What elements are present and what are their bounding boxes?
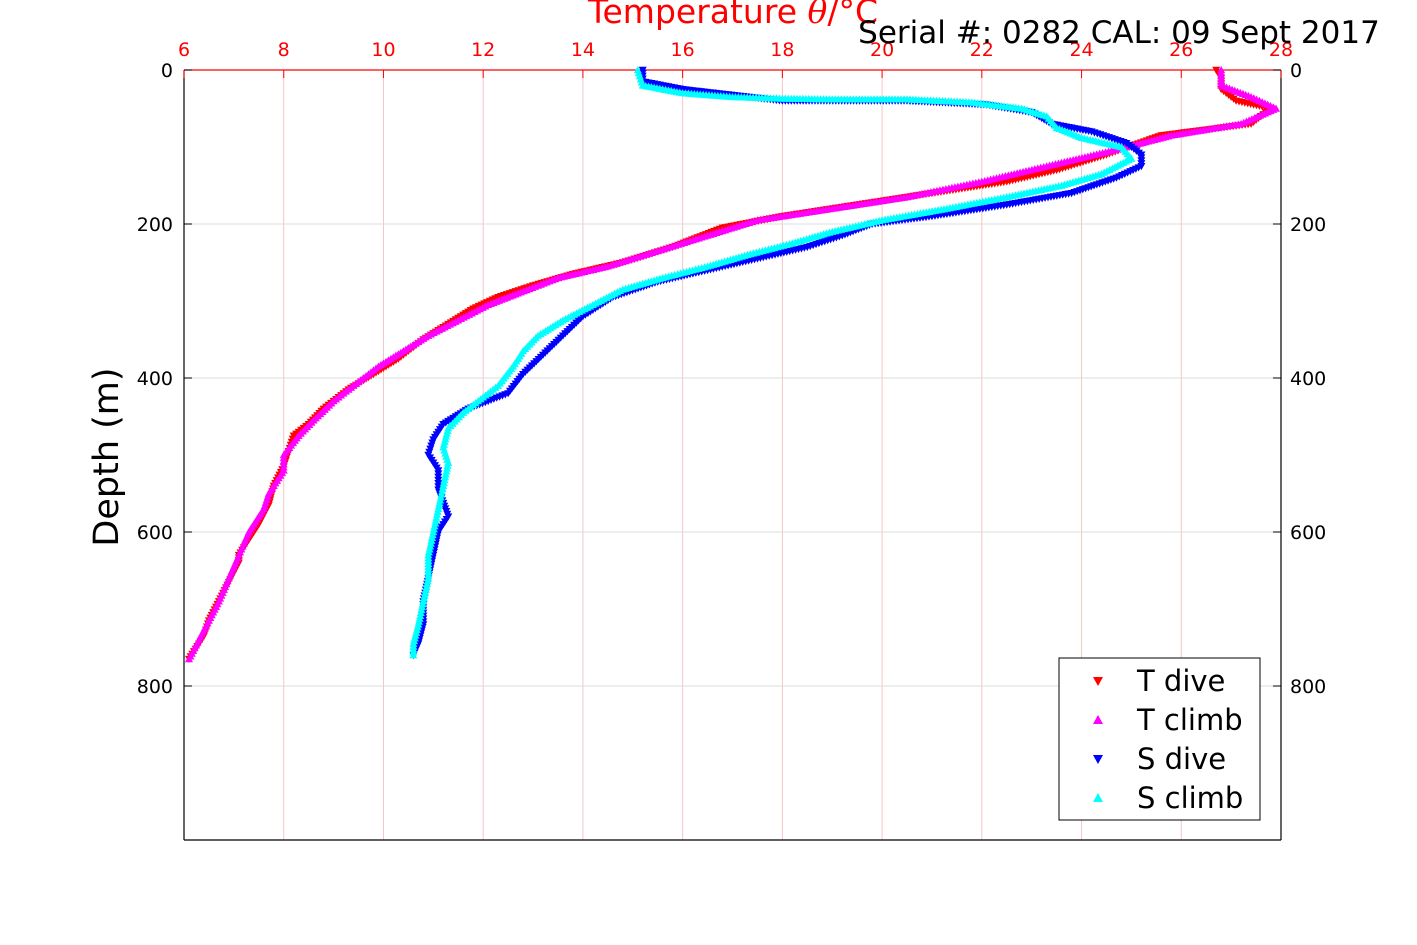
data-point <box>184 655 193 663</box>
y-tick-label-left: 400 <box>137 368 173 390</box>
y-tick-label-left: 0 <box>161 60 173 82</box>
x-tick-label: 22 <box>970 39 994 61</box>
legend-label: S climb <box>1137 781 1243 815</box>
x-tick-label: 28 <box>1269 39 1293 61</box>
x-axis-title: Temperature θ/°C <box>587 0 878 31</box>
x-tick-label: 24 <box>1069 39 1093 61</box>
legend-marker <box>1093 677 1103 686</box>
x-tick-label: 12 <box>471 39 495 61</box>
y-tick-label-right: 400 <box>1290 368 1326 390</box>
x-tick-label: 20 <box>870 39 894 61</box>
x-title-theta: θ <box>807 0 827 31</box>
y-tick-label-right: 800 <box>1290 676 1326 698</box>
y-tick-label-right: 200 <box>1290 214 1326 236</box>
x-tick-label: 10 <box>371 39 395 61</box>
legend-label: S dive <box>1137 742 1226 776</box>
x-tick-label: 14 <box>571 39 595 61</box>
x-tick-label: 8 <box>278 39 290 61</box>
x-tick-label: 16 <box>671 39 695 61</box>
legend-label: T dive <box>1136 664 1225 698</box>
x-tick-label: 26 <box>1169 39 1193 61</box>
series-s-climb <box>409 66 1136 659</box>
y-tick-label-right: 600 <box>1290 522 1326 544</box>
x-title-part: Temperature <box>587 0 808 31</box>
y-tick-label-right: 0 <box>1290 60 1302 82</box>
axes <box>183 69 1282 841</box>
y-axis-title: Depth (m) <box>87 367 127 546</box>
legend-marker <box>1093 793 1103 802</box>
x-title-part: /°C <box>827 0 878 31</box>
data-point <box>409 651 418 659</box>
y-tick-label-left: 200 <box>137 214 173 236</box>
data-series <box>184 66 1281 664</box>
legend: T dive T climb S dive S climb <box>1058 657 1261 821</box>
legend-marker <box>1093 715 1103 724</box>
x-tick-label: 18 <box>770 39 794 61</box>
legend-marker <box>1093 755 1103 764</box>
legend-box <box>1058 657 1261 821</box>
serial-cal-label: Serial #: 0282 CAL: 09 Sept 2017 <box>858 15 1380 51</box>
legend-label: T climb <box>1136 703 1243 737</box>
y-tick-label-left: 800 <box>137 676 173 698</box>
y-tick-label-left: 600 <box>137 522 173 544</box>
x-tick-label: 6 <box>178 39 190 61</box>
